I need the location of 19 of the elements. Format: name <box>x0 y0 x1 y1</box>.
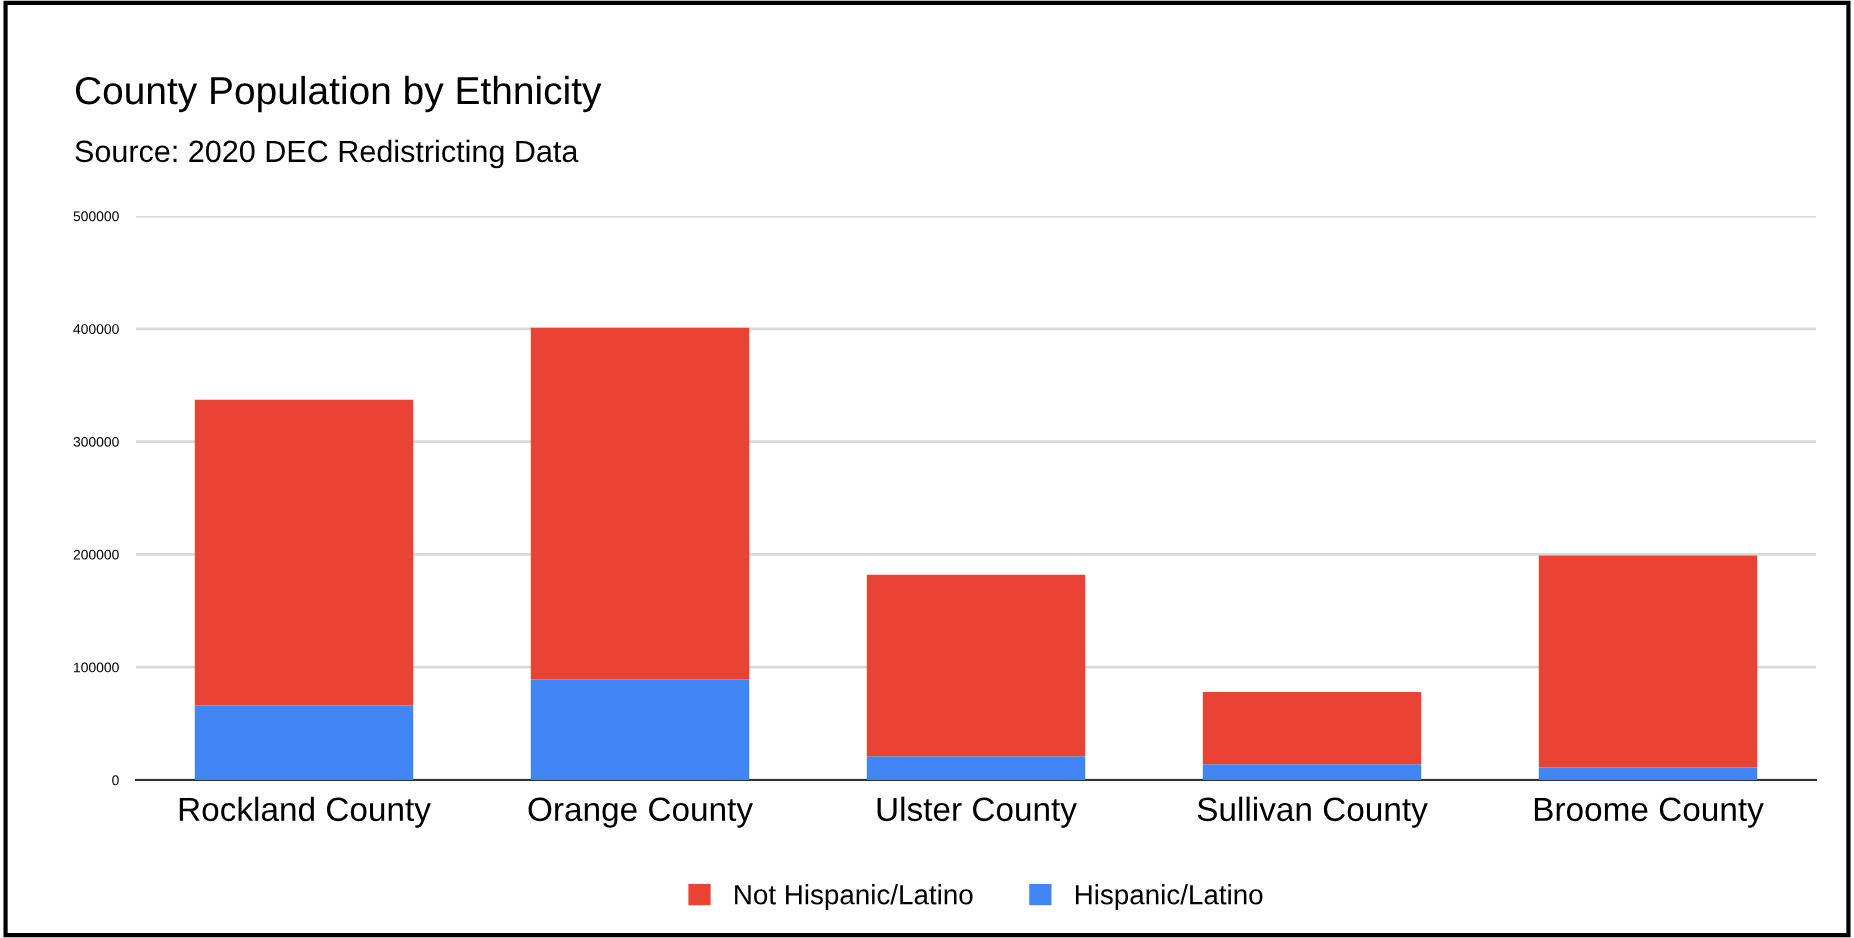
legend-label: Not Hispanic/Latino <box>735 884 973 910</box>
chart-title: County Population by Ethnicity <box>75 75 602 113</box>
bar <box>530 327 750 680</box>
x-tick-label: Ulster County <box>877 796 1077 828</box>
bar <box>194 705 414 780</box>
x-tick-label: Broome County <box>1534 797 1764 828</box>
x-tick-label: Rockland County <box>179 796 431 828</box>
bar <box>1538 555 1758 768</box>
legend-label: Hispanic/Latino <box>1075 884 1263 910</box>
bar <box>194 399 414 706</box>
bar <box>1538 767 1758 780</box>
x-tick-label: Orange County <box>528 797 753 828</box>
bar <box>1202 692 1422 765</box>
x-tick-label: Sullivan County <box>1197 796 1428 828</box>
bar <box>530 679 750 780</box>
bar <box>866 756 1086 780</box>
chart-subtitle: Source: 2020 DEC Redistricting Data <box>75 139 579 169</box>
bar <box>1202 764 1422 780</box>
bar <box>866 574 1086 757</box>
